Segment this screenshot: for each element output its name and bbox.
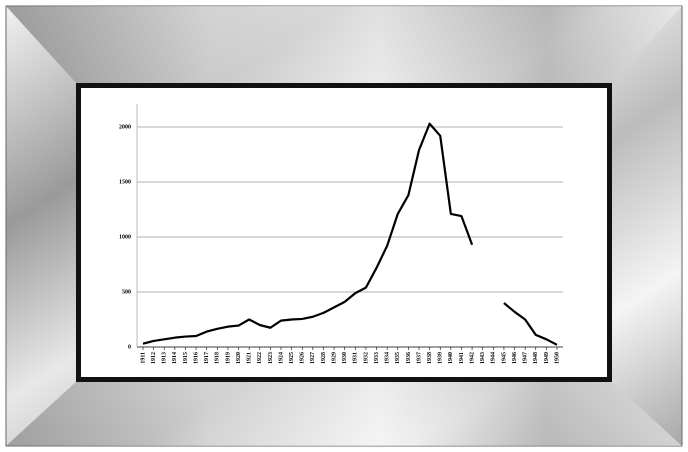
x-tick-label: 1934 (385, 352, 391, 364)
x-tick-label: 1923 (268, 352, 274, 364)
x-tick-label: 1940 (448, 352, 454, 364)
x-tick-label: 1922 (257, 352, 263, 364)
y-tick-label: 500 (122, 289, 131, 295)
y-tick-label: 1000 (119, 234, 131, 240)
x-tick-label: 1929 (331, 352, 337, 364)
x-tick-label: 1917 (204, 352, 210, 364)
x-tick-label: 1930 (342, 352, 348, 364)
x-tick-label: 1942 (469, 352, 475, 364)
x-tick-label: 1950 (554, 352, 560, 364)
x-tick-label: 1913 (162, 352, 168, 364)
x-tick-label: 1939 (438, 352, 444, 364)
y-tick-label: 2000 (119, 124, 131, 130)
x-tick-label: 1921 (247, 352, 253, 364)
x-tick-label: 1932 (363, 352, 369, 364)
x-tick-label: 1920 (236, 352, 242, 364)
frame-bevel (6, 6, 682, 85)
x-tick-label: 1924 (278, 352, 284, 364)
x-tick-label: 1943 (480, 352, 486, 364)
x-tick-label: 1945 (501, 352, 507, 364)
x-tick-label: 1911 (140, 352, 146, 364)
chart-panel (81, 88, 607, 377)
x-tick-label: 1941 (459, 352, 465, 364)
x-tick-label: 1949 (544, 352, 550, 364)
x-tick-label: 1938 (427, 352, 433, 364)
y-tick-label: 1500 (119, 179, 131, 185)
x-tick-label: 1919 (225, 352, 231, 364)
x-tick-label: 1935 (395, 352, 401, 364)
y-tick-label: 0 (128, 344, 131, 350)
x-tick-label: 1925 (289, 352, 295, 364)
screenshot: 0 500 1000 1500 2000 1911 1912 1913 1914 1915 1916… (0, 0, 688, 452)
x-tick-label: 1944 (491, 352, 497, 364)
x-tick-label: 1928 (321, 352, 327, 364)
x-tick-label: 1916 (193, 352, 199, 364)
x-tick-label: 1914 (172, 352, 178, 364)
x-tick-label: 1936 (406, 352, 412, 364)
x-tick-label: 1946 (512, 352, 518, 364)
x-tick-label: 1933 (374, 352, 380, 364)
x-tick-label: 1927 (310, 352, 316, 364)
frame-bevel (6, 380, 682, 446)
x-tick-label: 1926 (300, 352, 306, 364)
x-tick-label: 1937 (416, 352, 422, 364)
x-tick-label: 1912 (151, 352, 157, 364)
x-tick-label: 1915 (183, 352, 189, 364)
x-tick-label: 1918 (215, 352, 221, 364)
x-tick-label: 1931 (353, 352, 359, 364)
x-tick-label: 1947 (523, 352, 529, 364)
x-tick-label: 1948 (533, 352, 539, 364)
